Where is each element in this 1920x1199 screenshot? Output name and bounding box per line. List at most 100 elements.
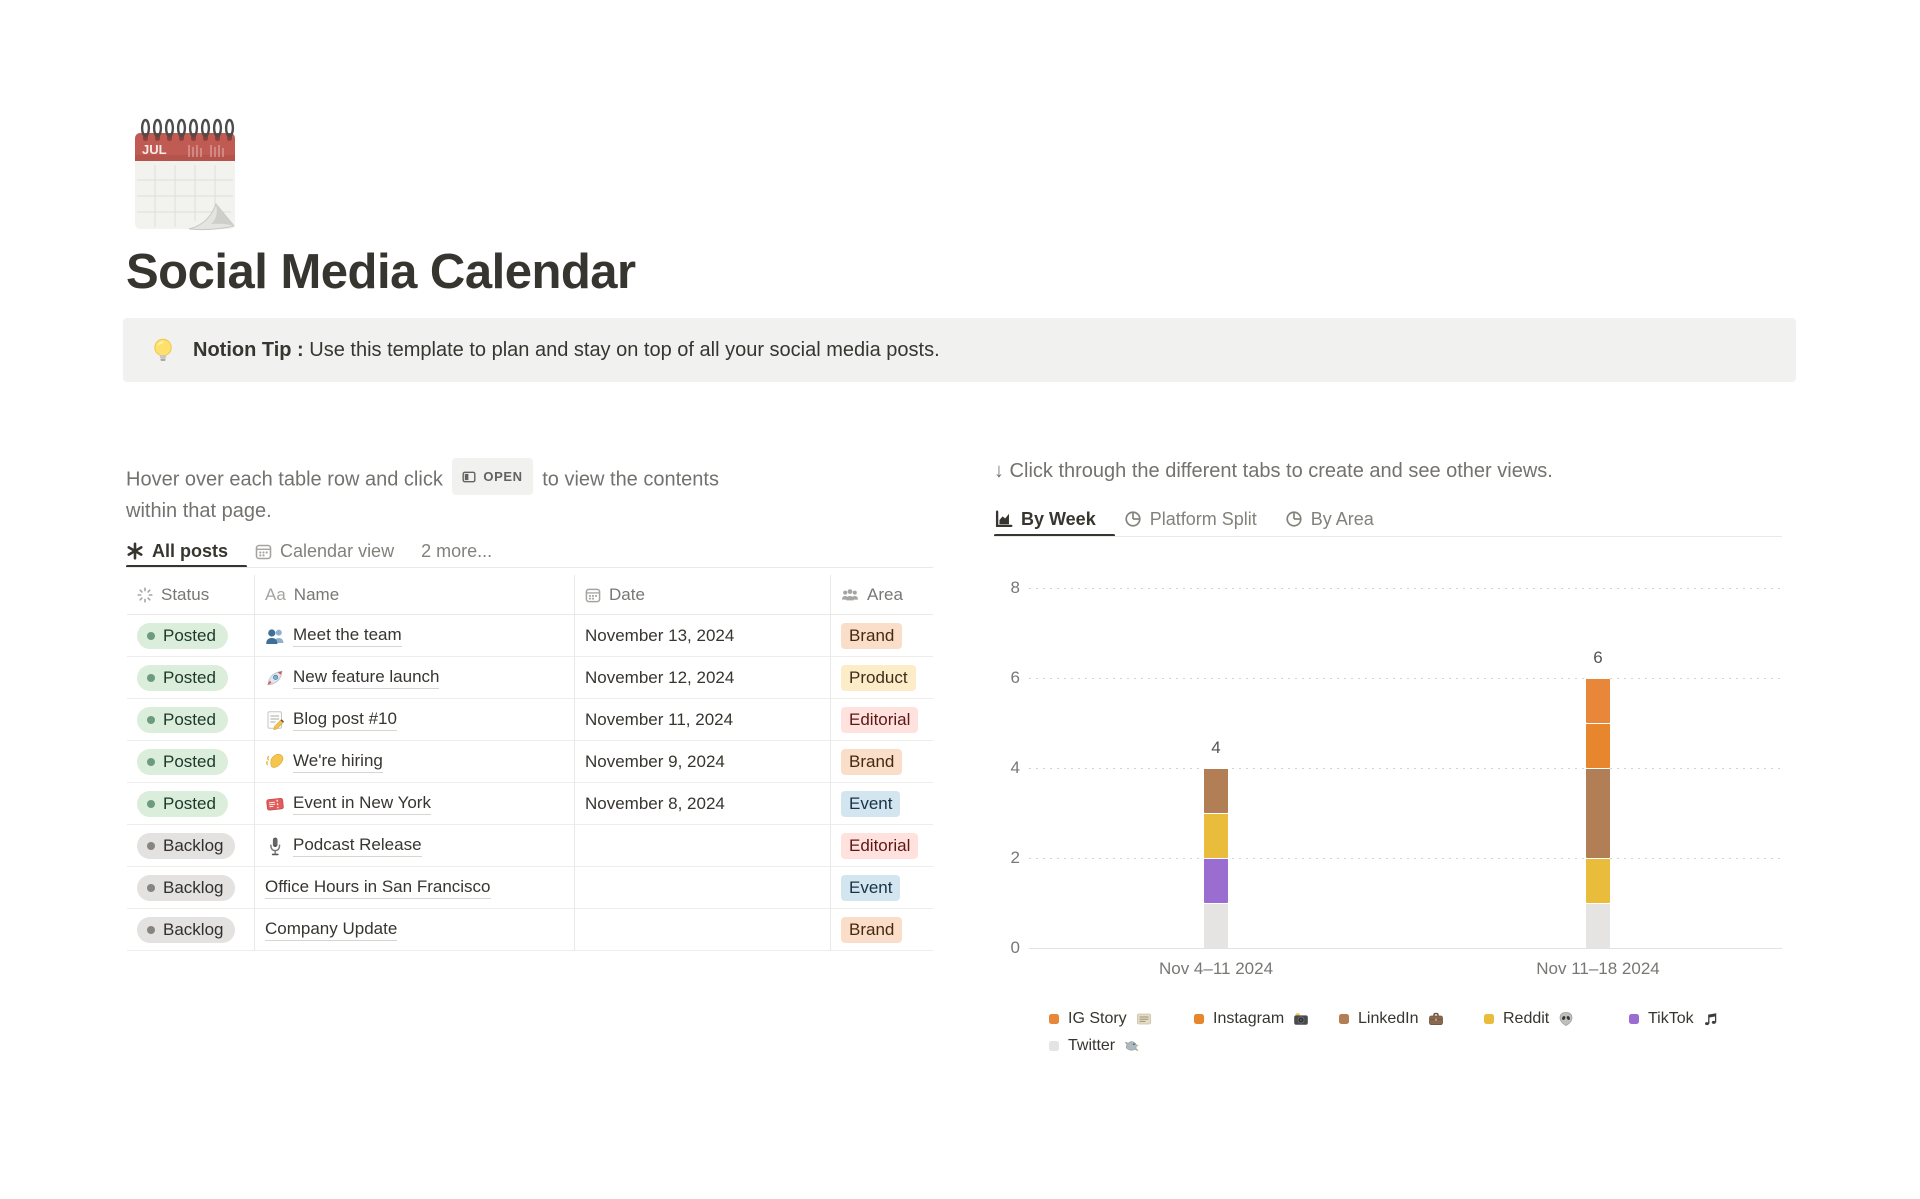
area-tag: Product	[841, 664, 916, 691]
legend-item-ig-story[interactable]: IG Story	[1049, 1010, 1194, 1028]
alien-icon	[1558, 1011, 1574, 1027]
column-header-area[interactable]: Area	[831, 575, 933, 614]
legend-item-reddit[interactable]: Reddit	[1484, 1010, 1629, 1028]
busts-in-silhouette-icon	[265, 626, 285, 646]
status-badge: Posted	[137, 664, 228, 691]
area-tag: Brand	[841, 622, 903, 649]
column-header-status[interactable]: Status	[127, 575, 255, 614]
x-axis-line	[1029, 948, 1782, 949]
legend-item-tiktok[interactable]: TikTok	[1629, 1010, 1774, 1028]
rocket-icon	[265, 668, 285, 688]
table-row[interactable]: Posted New feature launch November 12, 2…	[127, 657, 933, 699]
notion-tip-label: Notion Tip :	[193, 338, 304, 361]
chart-view-tabs: By Week Platform Split By Area	[995, 505, 1374, 533]
tab-platform-split[interactable]: Platform Split	[1124, 509, 1257, 530]
legend-item-linkedin[interactable]: LinkedIn	[1339, 1010, 1484, 1028]
date-cell: November 13, 2024	[575, 615, 831, 656]
bar-segment-twitter	[1586, 903, 1610, 948]
pie-chart-icon	[1286, 511, 1302, 527]
notion-tip-text: Notion Tip : Use this template to plan a…	[193, 338, 940, 361]
tab-all-posts[interactable]: All posts	[126, 541, 228, 562]
gridline	[1029, 768, 1782, 769]
page-link[interactable]: Event in New York	[293, 793, 431, 815]
camera-icon	[1293, 1011, 1309, 1027]
status-badge: Posted	[137, 706, 228, 733]
status-cell: Posted	[127, 699, 255, 740]
area-cell: Product	[831, 657, 933, 698]
table-row[interactable]: Posted Meet the team November 13, 2024 B…	[127, 615, 933, 657]
date-cell: November 8, 2024	[575, 783, 831, 824]
status-badge: Posted	[137, 748, 228, 775]
page-link[interactable]: New feature launch	[293, 667, 440, 689]
legend-swatch	[1194, 1014, 1204, 1024]
x-axis-category-label: Nov 11–18 2024	[1536, 959, 1660, 978]
open-button[interactable]: OPEN	[452, 458, 533, 495]
musical-note-icon	[1703, 1011, 1719, 1027]
bird-icon	[1124, 1038, 1140, 1054]
bar-segment-linkedin	[1204, 768, 1228, 813]
name-cell: New feature launch	[255, 657, 575, 698]
area-cell: Brand	[831, 615, 933, 656]
gridline	[1029, 588, 1782, 589]
area-cell: Event	[831, 783, 933, 824]
table-row[interactable]: Backlog Company Update Brand	[127, 909, 933, 951]
status-dot	[147, 757, 155, 766]
area-cell: Event	[831, 867, 933, 908]
column-header-date[interactable]: Date	[575, 575, 831, 614]
area-tag: Editorial	[841, 706, 919, 733]
bar-total-label: 4	[1211, 738, 1221, 757]
asterisk-icon	[127, 542, 143, 560]
table-row[interactable]: Posted Blog post #10 November 11, 2024 E…	[127, 699, 933, 741]
page-link[interactable]: Company Update	[265, 919, 398, 941]
microphone-icon	[265, 836, 285, 856]
y-axis-tick-label: 2	[1010, 848, 1020, 867]
legend-swatch	[1339, 1014, 1349, 1024]
chart-plot: 0 2 4 6 8 4 Nov 4–11 2024 6 Nov 11–18 2024	[994, 555, 1794, 1005]
name-cell: Meet the team	[255, 615, 575, 656]
page-link[interactable]: Podcast Release	[293, 835, 422, 857]
area-tag: Brand	[841, 916, 903, 943]
area-cell: Brand	[831, 909, 933, 950]
bar-segment-reddit	[1204, 813, 1228, 858]
light-bulb-icon	[150, 337, 176, 363]
legend-swatch	[1049, 1014, 1059, 1024]
chart-instruction: ↓ Click through the different tabs to cr…	[994, 460, 1553, 482]
y-axis-tick-label: 0	[1010, 938, 1020, 957]
table-row[interactable]: Posted Event in New York November 8, 202…	[127, 783, 933, 825]
bar-segment-reddit	[1586, 858, 1610, 903]
bar-segment-instagram	[1586, 723, 1610, 768]
status-dot	[147, 799, 155, 808]
area-cell: Editorial	[831, 699, 933, 740]
bar-segment-linkedin	[1586, 768, 1610, 858]
area-tag: Editorial	[841, 832, 919, 859]
tab-calendar-view[interactable]: Calendar view	[255, 541, 394, 562]
status-spinner-icon	[137, 586, 153, 603]
tab-by-week[interactable]: By Week	[995, 509, 1096, 530]
tab-by-area[interactable]: By Area	[1285, 509, 1374, 530]
page-link[interactable]: Meet the team	[293, 625, 402, 647]
name-cell: We're hiring	[255, 741, 575, 782]
page-link[interactable]: Office Hours in San Francisco	[265, 877, 491, 899]
status-cell: Backlog	[127, 825, 255, 866]
column-header-name[interactable]: Aa Name	[255, 575, 575, 614]
page-link[interactable]: Blog post #10	[293, 709, 397, 731]
date-cell: November 9, 2024	[575, 741, 831, 782]
page-title[interactable]: Social Media Calendar	[126, 245, 636, 299]
gridline	[1029, 678, 1782, 679]
page-link[interactable]: We're hiring	[293, 751, 383, 773]
name-cell: Company Update	[255, 909, 575, 950]
status-badge: Posted	[137, 790, 228, 817]
page-icon[interactable]: JUL	[133, 117, 237, 238]
table-instruction: Hover over each table row and click OPEN…	[126, 458, 748, 527]
legend-item-instagram[interactable]: Instagram	[1194, 1010, 1339, 1028]
table-row[interactable]: Backlog Podcast Release Editorial	[127, 825, 933, 867]
table-row[interactable]: Posted We're hiring November 9, 2024 Bra…	[127, 741, 933, 783]
name-cell: Event in New York	[255, 783, 575, 824]
bar-segment-tiktok	[1204, 858, 1228, 903]
tab-more-views[interactable]: 2 more...	[421, 540, 493, 561]
status-badge: Posted	[137, 622, 228, 649]
tabs-divider	[994, 536, 1782, 537]
legend-item-twitter[interactable]: Twitter	[1049, 1037, 1194, 1055]
table-row[interactable]: Backlog Office Hours in San Francisco Ev…	[127, 867, 933, 909]
